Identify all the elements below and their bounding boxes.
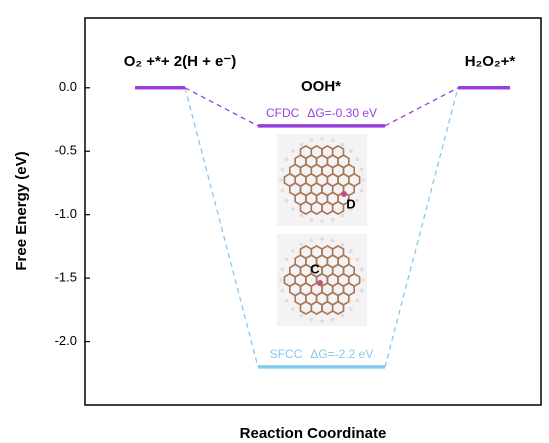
h-atom [285, 199, 289, 203]
h-atom [356, 258, 360, 262]
series-name: SFCC [270, 347, 303, 361]
h-atom [341, 243, 345, 247]
h-atom [331, 139, 335, 143]
dopant [317, 280, 323, 286]
y-tick-label: -1.0 [55, 206, 77, 221]
h-atom [360, 168, 364, 172]
h-atom [285, 158, 289, 162]
h-atom [281, 268, 285, 272]
state-label: O₂ +*+ 2(H + e⁻) [124, 53, 237, 70]
h-atom [320, 219, 324, 223]
x-axis-label: Reaction Coordinate [240, 425, 387, 442]
connector [385, 88, 458, 367]
h-atom [281, 168, 285, 172]
value-label: ΔG=-2.2 eV [310, 347, 373, 361]
h-atom [291, 149, 295, 153]
h-atom [331, 318, 335, 322]
h-atom [356, 299, 360, 303]
h-atom [349, 249, 353, 253]
level-label: SFCC ΔG=-2.2 eV [270, 347, 374, 361]
h-atom [300, 314, 304, 318]
h-atom [320, 237, 324, 241]
series-name: CFDC [266, 106, 300, 120]
chart: Free Energy (eV) Reaction Coordinate 0.0… [0, 0, 549, 443]
y-tick-label: -2.0 [55, 333, 77, 348]
h-atom [285, 258, 289, 262]
h-atom [356, 199, 360, 203]
h-atom [349, 149, 353, 153]
y-axis-label: Free Energy (eV) [13, 151, 30, 270]
h-atom [281, 289, 285, 293]
h-atom [341, 314, 345, 318]
h-atom [360, 289, 364, 293]
h-atom [331, 218, 335, 222]
state-label: OOH* [301, 78, 341, 95]
h-atom [281, 189, 285, 193]
structure-label: C [310, 261, 320, 276]
h-atom [341, 143, 345, 147]
y-tick-label: -1.5 [55, 270, 77, 285]
h-atom [361, 178, 365, 182]
h-atom [361, 278, 365, 282]
h-atom [356, 158, 360, 162]
h-atom [320, 137, 324, 141]
h-atom [331, 239, 335, 243]
h-atom [279, 178, 283, 182]
h-atom [310, 218, 314, 222]
value-label: ΔG=-0.30 eV [307, 106, 377, 120]
connector [385, 88, 458, 126]
h-atom [320, 319, 324, 323]
h-atom [360, 189, 364, 193]
structures [277, 134, 367, 326]
h-atom [310, 139, 314, 143]
connector [185, 88, 258, 367]
h-atom [291, 207, 295, 211]
connector [185, 88, 258, 126]
h-atom [300, 243, 304, 247]
structure-label: D [346, 196, 355, 211]
h-atom [349, 307, 353, 311]
y-tick-label: -0.5 [55, 143, 77, 158]
h-atom [279, 278, 283, 282]
structure-bg [277, 134, 367, 226]
h-atom [310, 318, 314, 322]
h-atom [300, 214, 304, 218]
h-atom [341, 214, 345, 218]
structure-bg [277, 234, 367, 326]
h-atom [291, 307, 295, 311]
h-atom [360, 268, 364, 272]
h-atom [285, 299, 289, 303]
level-label: CFDC ΔG=-0.30 eV [266, 106, 377, 120]
y-tick-label: 0.0 [59, 79, 77, 94]
state-label: H₂O₂+* [465, 53, 516, 70]
h-atom [300, 143, 304, 147]
h-atom [291, 249, 295, 253]
h-atom [310, 239, 314, 243]
